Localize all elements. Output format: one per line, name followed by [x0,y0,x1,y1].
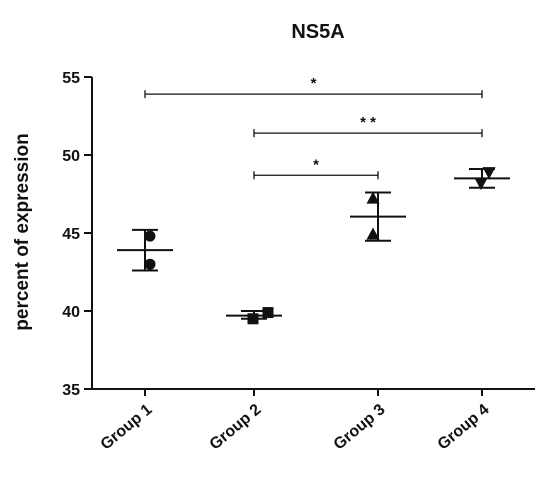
group-4 [454,167,510,191]
x-tick-label: Group 4 [435,401,493,454]
data-point-circle [144,230,156,242]
data-groups [117,167,510,325]
data-point-circle [144,258,156,270]
data-point-square [262,307,274,319]
x-tick-label: Group 2 [207,401,265,454]
significance-label: * * [360,114,376,131]
y-axis-label: percent of expression [12,133,33,330]
group-3 [350,191,406,242]
y-tick-label: 55 [62,70,80,87]
group-2 [226,307,282,325]
chart-title: NS5A [291,21,344,43]
significance-bars: * * * * [144,75,483,180]
data-point-triangle-down [474,178,488,191]
x-tick-label: Group 1 [98,401,156,454]
significance-label: * [311,75,317,92]
significance-label: * [313,156,319,173]
x-tick-label: Group 3 [331,401,389,454]
y-tick-label: 40 [62,304,80,321]
data-point-triangle-up [366,191,380,204]
data-point-square [247,313,259,325]
group-1 [117,228,173,272]
data-point-triangle-down [482,167,496,180]
y-tick-label: 35 [62,382,80,399]
y-tick-label: 50 [62,148,80,165]
y-tick-label: 45 [62,226,80,243]
axes: 35 40 45 50 55 Group 1 Group 2 Group 3 Group 4 [62,70,535,453]
data-point-triangle-up [366,227,380,240]
